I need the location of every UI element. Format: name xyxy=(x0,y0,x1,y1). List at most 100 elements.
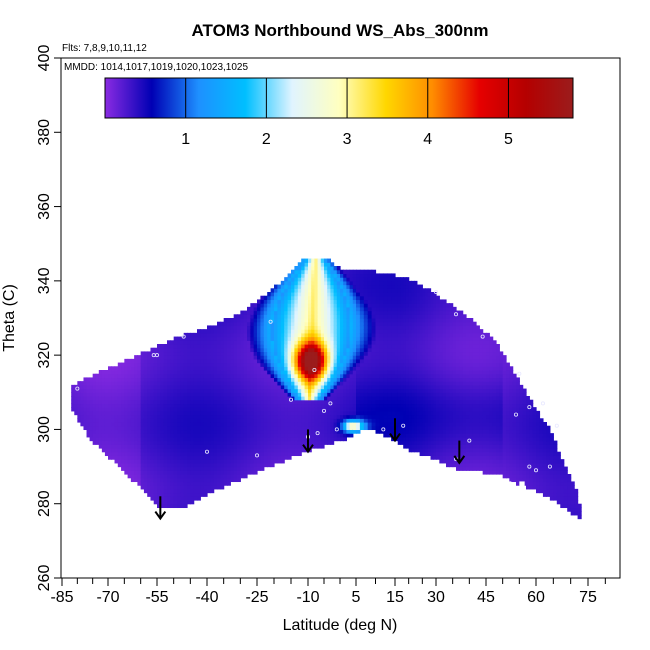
heatmap-cell xyxy=(247,377,251,382)
heatmap-cell xyxy=(257,418,261,423)
heatmap-cell xyxy=(114,370,119,375)
heatmap-cell xyxy=(247,399,251,405)
heatmap-cell xyxy=(427,448,432,453)
heatmap-cell xyxy=(173,344,178,349)
heatmap-cell xyxy=(456,344,460,349)
heatmap-cell xyxy=(243,414,248,419)
heatmap-cell xyxy=(274,403,278,408)
heatmap-cell xyxy=(414,344,418,349)
heatmap-cell xyxy=(439,410,444,416)
heatmap-cell xyxy=(324,418,328,423)
heatmap-cell xyxy=(230,358,235,364)
heatmap-cell xyxy=(343,403,347,408)
heatmap-cell xyxy=(422,433,426,438)
heatmap-cell xyxy=(391,318,396,323)
heatmap-cell xyxy=(403,384,407,390)
heatmap-cell xyxy=(433,299,437,304)
heatmap-cell xyxy=(270,462,275,468)
heatmap-cell xyxy=(336,292,341,297)
heatmap-cell xyxy=(403,284,407,289)
heatmap-cell xyxy=(333,284,338,289)
heatmap-cell xyxy=(247,344,251,349)
heatmap-cell xyxy=(446,399,450,405)
heatmap-cell xyxy=(101,373,106,379)
heatmap-cell xyxy=(336,381,341,386)
heatmap-cell xyxy=(207,392,211,397)
heatmap-cell xyxy=(203,329,208,334)
heatmap-cell xyxy=(403,362,407,367)
heatmap-cell xyxy=(284,366,289,371)
heatmap-cell xyxy=(330,299,335,304)
heatmap-cell xyxy=(130,462,135,468)
heatmap-cell xyxy=(270,440,275,445)
heatmap-cell xyxy=(108,373,112,379)
heatmap-cell xyxy=(247,425,251,431)
heatmap-cell xyxy=(397,280,402,286)
heatmap-cell xyxy=(240,392,245,397)
heatmap-cell xyxy=(442,377,447,382)
heatmap-cell xyxy=(274,370,278,375)
heatmap-cell xyxy=(379,362,384,367)
heatmap-cell xyxy=(257,336,261,341)
heatmap-cell xyxy=(462,444,467,449)
heatmap-cell xyxy=(127,444,132,449)
heatmap-cell xyxy=(220,399,225,405)
heatmap-cell xyxy=(403,440,407,445)
heatmap-cell xyxy=(247,440,251,445)
heatmap-cell xyxy=(419,444,423,449)
heatmap-cell xyxy=(157,347,161,353)
heatmap-cell xyxy=(190,370,195,375)
heatmap-cell xyxy=(446,373,450,379)
heatmap-cell xyxy=(183,503,188,509)
heatmap-cell xyxy=(403,418,407,423)
heatmap-cell xyxy=(111,403,116,408)
heatmap-cell xyxy=(343,433,347,438)
heatmap-cell xyxy=(243,318,248,323)
heatmap-cell xyxy=(301,388,306,393)
heatmap-cell xyxy=(243,321,248,327)
heatmap-cell xyxy=(356,306,361,312)
heatmap-cell xyxy=(436,414,440,419)
heatmap-cell xyxy=(427,329,432,334)
heatmap-cell xyxy=(170,433,175,438)
heatmap-cell xyxy=(414,340,418,345)
heatmap-cell xyxy=(408,388,412,393)
heatmap-cell xyxy=(197,488,201,494)
heatmap-cell xyxy=(297,396,302,401)
heatmap-cell xyxy=(352,310,357,315)
heatmap-cell xyxy=(371,407,377,412)
heatmap-cell xyxy=(387,318,392,323)
heatmap-cell xyxy=(187,347,191,353)
heatmap-cell xyxy=(324,392,328,397)
heatmap-cell xyxy=(280,414,285,419)
heatmap-cell xyxy=(167,500,171,505)
heatmap-cell xyxy=(375,295,380,301)
heatmap-cell xyxy=(379,399,384,405)
heatmap-cell xyxy=(430,425,434,431)
heatmap-cell xyxy=(237,314,241,319)
heatmap-cell xyxy=(210,329,215,334)
heatmap-cell xyxy=(187,340,191,345)
heatmap-cell xyxy=(127,407,132,412)
heatmap-cell xyxy=(314,277,319,282)
heatmap-cell xyxy=(330,355,335,360)
heatmap-cell xyxy=(340,366,344,371)
heatmap-cell xyxy=(180,381,185,386)
heatmap-cell xyxy=(197,429,201,434)
heatmap-cell xyxy=(213,340,218,345)
heatmap-cell xyxy=(430,325,434,330)
heatmap-cell xyxy=(130,474,135,479)
heatmap-cell xyxy=(227,336,231,341)
heatmap-cell xyxy=(157,462,161,468)
heatmap-cell xyxy=(430,314,434,319)
heatmap-cell xyxy=(405,295,410,301)
heatmap-cell xyxy=(446,396,450,401)
heatmap-cell xyxy=(317,429,322,434)
heatmap-cell xyxy=(419,292,423,297)
heatmap-cell xyxy=(367,351,373,356)
heatmap-cell xyxy=(297,355,302,360)
heatmap-cell xyxy=(346,366,351,371)
heatmap-cell xyxy=(346,299,351,304)
heatmap-cell xyxy=(446,329,450,334)
heatmap-cell xyxy=(104,422,109,427)
